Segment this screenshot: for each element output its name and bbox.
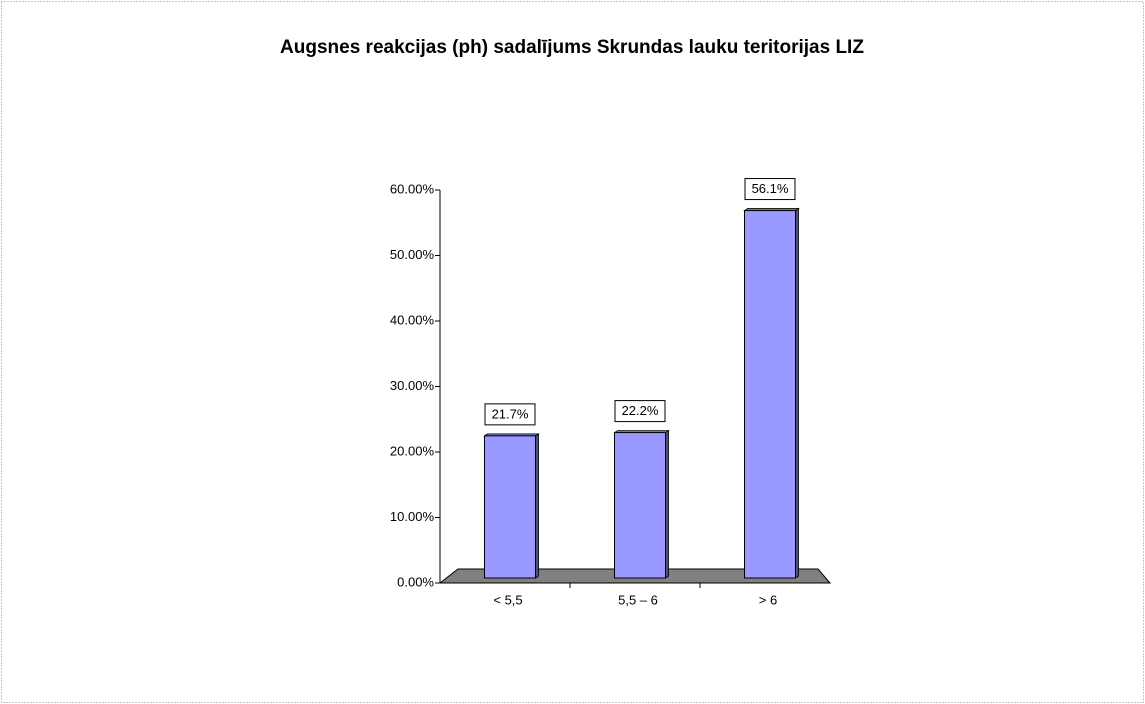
x-tick-label: > 6 — [759, 592, 777, 607]
value-label-box — [484, 403, 536, 426]
y-tick-label: 40.00% — [390, 312, 435, 327]
y-tick-label: 30.00% — [390, 378, 435, 393]
chart-title: Augsnes reakcijas (ph) sadalījums Skrund… — [280, 37, 864, 58]
y-tick-label: 20.00% — [390, 443, 435, 458]
y-tick-label: 10.00% — [390, 509, 435, 524]
value-label: 21.7% — [492, 406, 529, 421]
x-tick-label: 5,5 – 6 — [618, 592, 658, 607]
bar — [744, 210, 796, 579]
value-label: 56.1% — [752, 181, 789, 196]
bar — [484, 435, 536, 579]
x-tick-label: < 5,5 — [493, 592, 522, 607]
y-tick-label: 50.00% — [390, 247, 435, 262]
y-tick-label: 60.00% — [390, 181, 435, 196]
value-label-box — [614, 400, 666, 423]
value-label-box — [744, 178, 796, 201]
value-label: 22.2% — [622, 403, 659, 418]
y-tick-label: 0.00% — [397, 574, 434, 589]
bar — [614, 432, 666, 579]
